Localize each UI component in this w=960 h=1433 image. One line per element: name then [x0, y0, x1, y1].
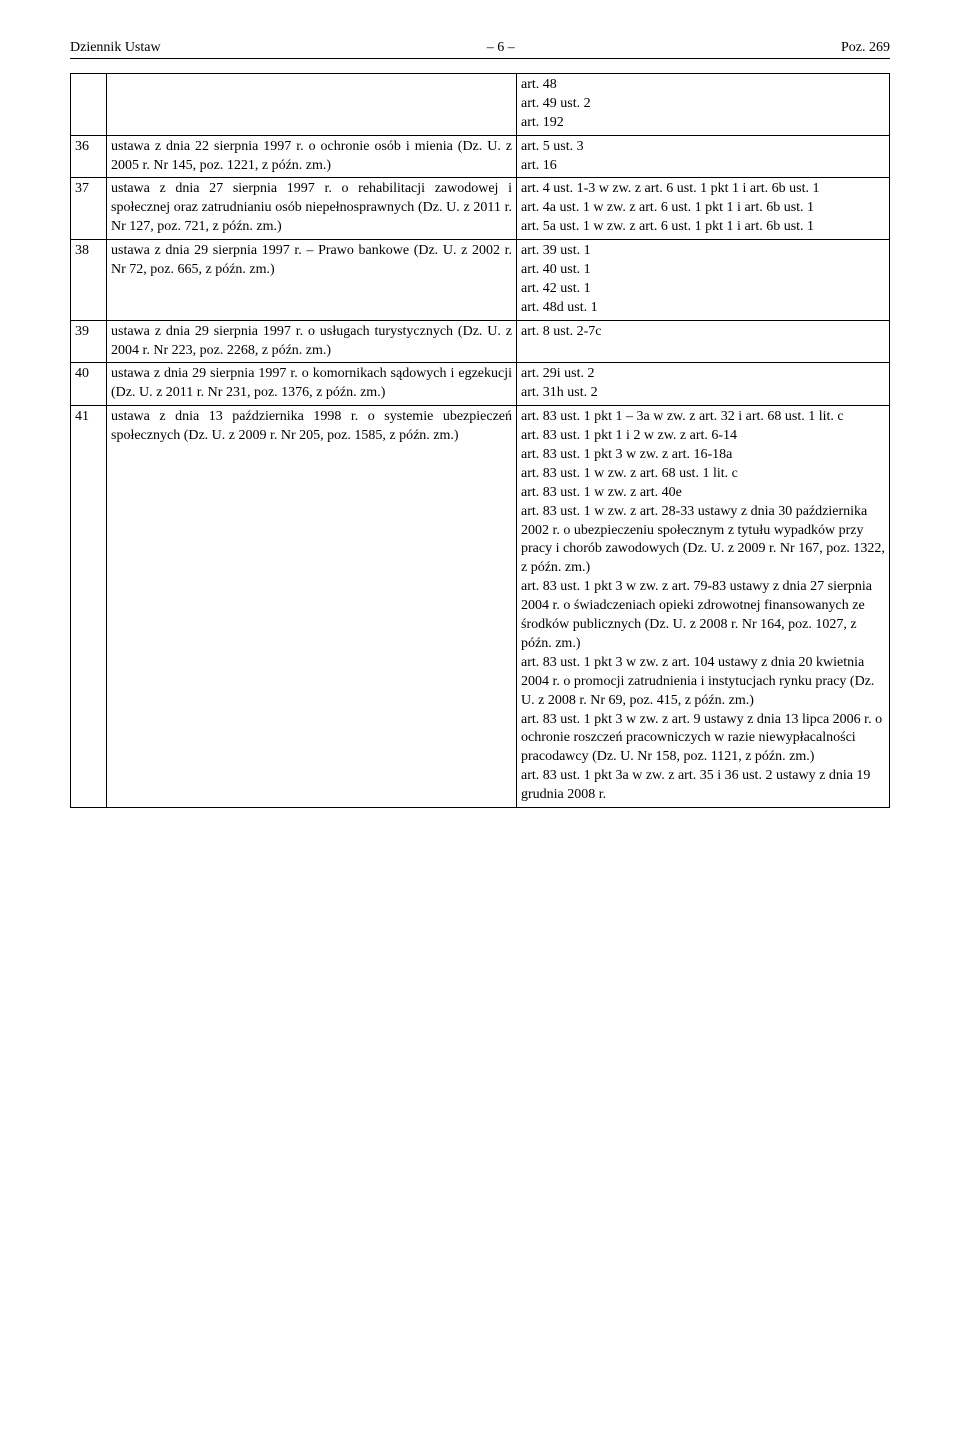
law-title: ustawa z dnia 29 sierpnia 1997 r. o komo…	[107, 363, 517, 406]
header-center: – 6 –	[487, 40, 515, 56]
law-references: art. 5 ust. 3art. 16	[517, 135, 890, 178]
row-number	[71, 74, 107, 136]
law-title: ustawa z dnia 29 sierpnia 1997 r. o usłu…	[107, 320, 517, 363]
row-number: 36	[71, 135, 107, 178]
row-number: 38	[71, 240, 107, 321]
law-references: art. 83 ust. 1 pkt 1 – 3a w zw. z art. 3…	[517, 406, 890, 808]
table-row: 38ustawa z dnia 29 sierpnia 1997 r. – Pr…	[71, 240, 890, 321]
table-row: 36ustawa z dnia 22 sierpnia 1997 r. o oc…	[71, 135, 890, 178]
law-title: ustawa z dnia 27 sierpnia 1997 r. o reha…	[107, 178, 517, 240]
law-references: art. 4 ust. 1-3 w zw. z art. 6 ust. 1 pk…	[517, 178, 890, 240]
law-title: ustawa z dnia 13 października 1998 r. o …	[107, 406, 517, 808]
header-left: Dziennik Ustaw	[70, 40, 161, 56]
table-row: art. 48art. 49 ust. 2art. 192	[71, 74, 890, 136]
laws-table: art. 48art. 49 ust. 2art. 19236ustawa z …	[70, 73, 890, 808]
header-right: Poz. 269	[841, 40, 890, 56]
page-header: Dziennik Ustaw – 6 – Poz. 269	[70, 40, 890, 59]
table-row: 41ustawa z dnia 13 października 1998 r. …	[71, 406, 890, 808]
law-title: ustawa z dnia 29 sierpnia 1997 r. – Praw…	[107, 240, 517, 321]
table-row: 37ustawa z dnia 27 sierpnia 1997 r. o re…	[71, 178, 890, 240]
row-number: 41	[71, 406, 107, 808]
law-title: ustawa z dnia 22 sierpnia 1997 r. o ochr…	[107, 135, 517, 178]
table-row: 40ustawa z dnia 29 sierpnia 1997 r. o ko…	[71, 363, 890, 406]
law-references: art. 8 ust. 2-7c	[517, 320, 890, 363]
row-number: 40	[71, 363, 107, 406]
law-title	[107, 74, 517, 136]
law-references: art. 48art. 49 ust. 2art. 192	[517, 74, 890, 136]
row-number: 37	[71, 178, 107, 240]
table-row: 39ustawa z dnia 29 sierpnia 1997 r. o us…	[71, 320, 890, 363]
law-references: art. 29i ust. 2art. 31h ust. 2	[517, 363, 890, 406]
row-number: 39	[71, 320, 107, 363]
law-references: art. 39 ust. 1art. 40 ust. 1art. 42 ust.…	[517, 240, 890, 321]
